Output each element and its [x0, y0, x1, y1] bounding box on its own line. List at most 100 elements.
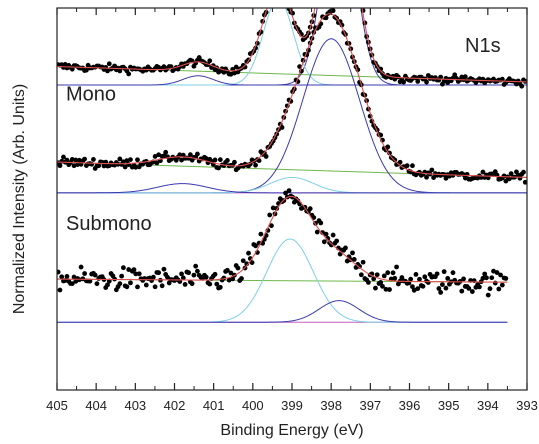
series-layer: [57, 0, 527, 323]
data-point: [373, 285, 378, 291]
data-point: [496, 286, 502, 292]
data-point: [387, 150, 392, 156]
data-point: [417, 276, 422, 282]
data-point: [383, 286, 389, 292]
x-axis: 405 404 403 402 401 400 399 398 397 396 395 394 393: [46, 8, 538, 413]
data-point: [75, 162, 80, 167]
data-point: [286, 188, 292, 194]
data-point: [195, 268, 200, 274]
data-point: [385, 270, 391, 276]
data-point: [415, 286, 421, 291]
data-point: [126, 71, 132, 77]
data-point: [120, 265, 126, 271]
data-point: [445, 276, 451, 281]
data-point: [424, 79, 429, 85]
data-point: [159, 283, 165, 289]
x-tick-label: 398: [320, 398, 342, 413]
data-point: [385, 144, 391, 150]
data-point: [452, 72, 458, 78]
data-point: [101, 163, 107, 169]
data-point: [285, 0, 290, 4]
data-point: [165, 274, 170, 280]
data-point: [408, 276, 414, 282]
data-point: [203, 274, 209, 280]
data-point: [480, 169, 486, 175]
data-point: [365, 279, 371, 285]
data-point: [253, 243, 258, 249]
data-point: [378, 280, 384, 285]
data-point: [441, 269, 447, 275]
data-point: [499, 76, 505, 82]
data-point: [263, 154, 269, 159]
data-point: [187, 152, 193, 158]
data-point: [425, 280, 431, 285]
data-point: [371, 276, 377, 282]
data-point: [521, 169, 526, 175]
data-point: [214, 281, 220, 287]
data-point: [522, 179, 527, 185]
data-point: [330, 232, 336, 238]
panel-mono: [57, 8, 527, 194]
y-axis-title: Normalized Intensity (Arb. Units): [11, 84, 28, 314]
data-point: [374, 272, 380, 278]
data-point: [232, 159, 237, 165]
data-point: [443, 175, 449, 181]
panel-labels: MultiMonoSubmono: [66, 83, 152, 234]
data-point: [152, 284, 158, 290]
data-point: [380, 283, 385, 289]
data-point: [357, 263, 362, 269]
data-point: [96, 163, 102, 169]
data-point: [112, 63, 117, 69]
data-point: [156, 270, 162, 276]
data-point: [360, 259, 366, 265]
x-tick-label: 397: [359, 398, 381, 413]
data-point: [228, 270, 234, 276]
data-point: [404, 163, 410, 169]
data-point: [57, 163, 63, 169]
data-point: [186, 270, 192, 276]
data-point: [217, 284, 223, 290]
x-tick-label: 402: [164, 398, 186, 413]
data-point: [239, 276, 244, 281]
data-point: [459, 288, 465, 294]
data-point: [69, 281, 75, 287]
data-point: [466, 286, 472, 291]
data-point: [480, 275, 486, 281]
x-tick-label: 401: [203, 398, 225, 413]
data-point: [484, 275, 489, 281]
x-tick-label: 400: [242, 398, 264, 413]
data-point: [189, 281, 195, 287]
x-tick-label: 396: [399, 398, 421, 413]
data-point: [269, 223, 274, 229]
data-point: [410, 163, 415, 169]
data-point: [115, 161, 121, 167]
data-point: [59, 274, 65, 280]
data-point: [135, 284, 140, 290]
data-point: [461, 276, 466, 282]
data-point: [487, 286, 493, 292]
data-point: [503, 276, 509, 281]
data-point: [195, 151, 200, 157]
data-point: [482, 271, 488, 277]
component-curve: [57, 300, 508, 323]
data-point: [359, 0, 364, 2]
data-point: [429, 167, 435, 173]
data-point: [307, 206, 313, 212]
data-point: [92, 272, 98, 278]
data-point: [413, 75, 419, 81]
data-point: [381, 273, 387, 279]
data-point: [358, 272, 364, 278]
data-point: [82, 156, 88, 162]
x-tick-label: 395: [438, 398, 460, 413]
data-point: [267, 212, 273, 218]
data-point: [61, 154, 66, 160]
data-point: [154, 160, 160, 166]
panel-label-mono: Mono: [66, 83, 116, 105]
component-curve: [57, 183, 527, 194]
data-point: [124, 284, 130, 290]
data-point: [392, 275, 398, 281]
data-point: [119, 273, 125, 279]
data-point: [462, 74, 468, 80]
data-point: [150, 274, 156, 280]
